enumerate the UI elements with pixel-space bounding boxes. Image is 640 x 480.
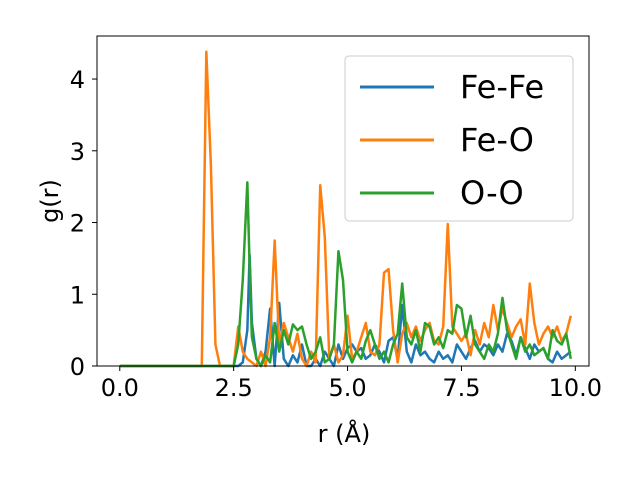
series-line-o-o	[119, 181, 573, 368]
y-tick-label: 0	[70, 353, 85, 381]
axes-frame	[96, 35, 590, 367]
x-tick-label: 5.0	[328, 374, 366, 402]
series-line-fe-o	[119, 50, 572, 368]
legend-label-fe-o: Fe-O	[460, 121, 534, 159]
x-tick-label: 10.0	[549, 374, 602, 402]
y-tick-label: 4	[70, 66, 85, 94]
y-axis-label: g(r)	[36, 179, 64, 223]
y-tick-label: 2	[70, 210, 85, 238]
x-tick-label: 7.5	[442, 374, 480, 402]
y-tick-label: 3	[70, 138, 85, 166]
x-axis-label: r (Å)	[318, 419, 371, 448]
x-tick-label: 2.5	[215, 374, 253, 402]
legend-label-o-o: O-O	[460, 174, 524, 212]
x-tick-label: 0.0	[101, 374, 139, 402]
legend: Fe-Fe Fe-O O-O	[344, 55, 574, 222]
axes-layer: 0.0 2.5 5.0 7.5 10.0 0 1 2 3 4	[70, 35, 602, 402]
legend-box	[344, 55, 574, 222]
legend-label-fe-fe: Fe-Fe	[460, 68, 544, 106]
y-tick-label: 1	[70, 281, 85, 309]
